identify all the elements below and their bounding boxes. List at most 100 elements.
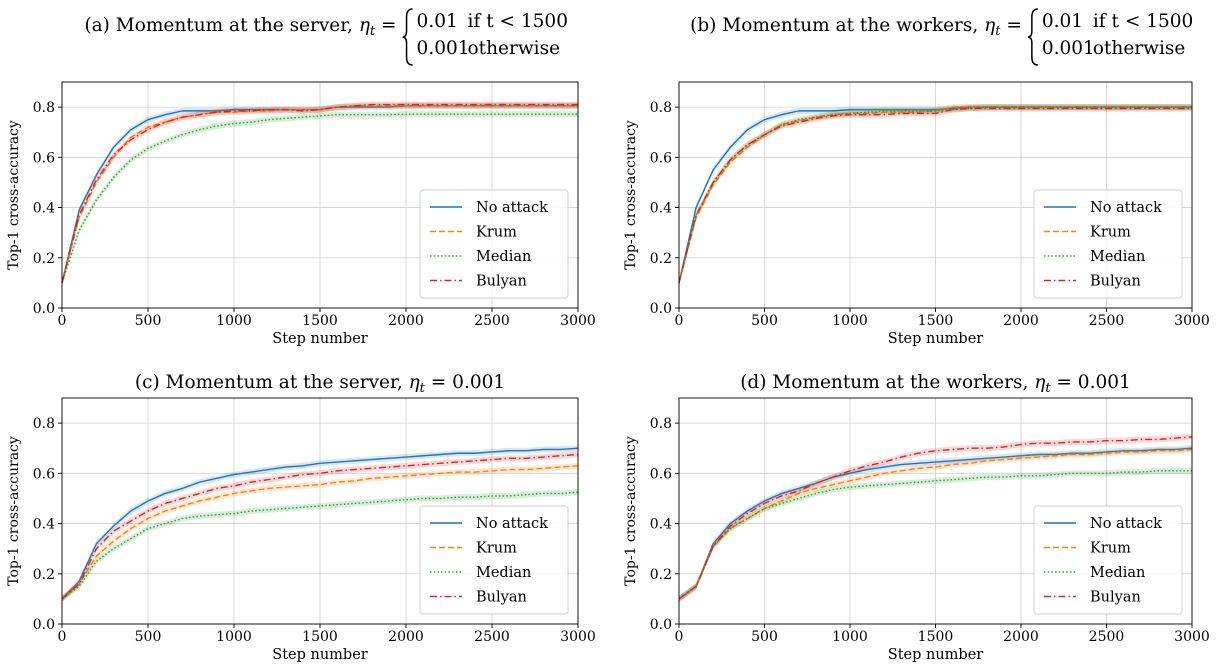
legend-box <box>419 505 569 615</box>
y-tick-label: 0.4 <box>33 201 55 217</box>
series-line-krum <box>61 105 578 284</box>
legend-label: No attack <box>476 516 548 532</box>
x-tick-label: 1500 <box>918 313 954 329</box>
legend-box <box>1033 189 1183 299</box>
y-axis-label: Top-1 cross-accuracy <box>623 436 639 586</box>
series-line-no-attack <box>61 105 578 284</box>
series-line-krum <box>61 465 579 600</box>
y-tick-label: 0.6 <box>650 150 672 166</box>
y-tick-label: 0.0 <box>650 301 672 317</box>
series-band-no-attack <box>679 445 1192 602</box>
legend: No attack Krum Median Bulyan <box>1033 189 1183 299</box>
series-line-krum <box>678 448 1193 600</box>
y-axis-label: Top-1 cross-accuracy <box>6 120 22 270</box>
x-tick-label: 3000 <box>560 313 596 329</box>
piecewise-condition: if t < 1500 <box>468 11 568 32</box>
legend-label: Median <box>476 249 531 265</box>
x-axis-label: Step number <box>888 647 984 663</box>
y-axis-label: Top-1 cross-accuracy <box>623 120 639 270</box>
piecewise-value: 0.01 <box>417 11 458 32</box>
y-tick-label: 0.8 <box>650 100 672 116</box>
legend-label: Median <box>476 565 531 581</box>
piecewise-brace <box>1027 8 1038 66</box>
y-axis-label: Top-1 cross-accuracy <box>6 436 22 586</box>
series-line-no-attack <box>61 447 579 600</box>
y-tick-label: 0.2 <box>33 567 55 583</box>
series-band-median <box>62 489 578 602</box>
y-tick-label: 0.2 <box>33 251 55 267</box>
piecewise-condition: if t < 1500 <box>1093 11 1193 32</box>
x-tick-label: 0 <box>675 313 684 329</box>
legend-label: Krum <box>476 541 517 557</box>
series-line-bulyan <box>678 107 1192 284</box>
x-tick-label: 1500 <box>302 629 338 645</box>
x-tick-label: 1000 <box>832 313 868 329</box>
y-tick-label: 0.4 <box>33 517 55 533</box>
legend: No attack Krum Median Bulyan <box>1033 505 1183 615</box>
subplot-c: 0 500 1000 1500 2000 2500 3000 0.0 0.2 0.4 0.6 0.8 S… <box>6 372 596 663</box>
legend-label: Bulyan <box>1090 590 1141 606</box>
subplot-d: 0 500 1000 1500 2000 2500 3000 0.0 0.2 0.4 0.6 0.8 S… <box>623 372 1210 663</box>
x-tick-label: 2500 <box>1089 629 1125 645</box>
x-axis-label: Step number <box>272 331 368 347</box>
series-line-median <box>61 491 579 600</box>
y-tick-label: 0.0 <box>33 617 55 633</box>
x-tick-label: 1000 <box>216 629 252 645</box>
piecewise-condition: otherwise <box>468 38 561 59</box>
x-tick-label: 2000 <box>1003 313 1039 329</box>
piecewise-brace <box>402 8 413 66</box>
y-tick-label: 0.2 <box>650 567 672 583</box>
y-tick-label: 0.0 <box>33 301 55 317</box>
x-tick-label: 2000 <box>388 313 424 329</box>
x-axis-label: Step number <box>888 331 984 347</box>
series-line-bulyan <box>61 453 579 600</box>
y-tick-label: 0.2 <box>650 251 672 267</box>
x-tick-label: 0 <box>675 629 684 645</box>
legend-box <box>1033 505 1183 615</box>
chart-title: (c) Momentum at the server, ηt = 0.001 <box>135 372 505 396</box>
y-tick-label: 0.8 <box>33 416 55 432</box>
y-tick-label: 0.8 <box>33 100 55 116</box>
x-tick-label: 0 <box>58 629 67 645</box>
legend-label: No attack <box>476 200 548 216</box>
x-tick-label: 3000 <box>560 629 596 645</box>
x-tick-label: 500 <box>751 313 778 329</box>
y-tick-label: 0.6 <box>33 466 55 482</box>
y-tick-label: 0.8 <box>650 416 672 432</box>
legend: No attack Krum Median Bulyan <box>419 505 569 615</box>
series-line-bulyan <box>678 436 1193 600</box>
x-tick-label: 2500 <box>1089 313 1125 329</box>
subplot-b: 0 500 1000 1500 2000 2500 3000 0.0 0.2 0.4 0.6 0.8 S… <box>623 8 1210 347</box>
series-line-no-attack <box>678 447 1193 600</box>
x-tick-label: 3000 <box>1174 629 1210 645</box>
legend-label: Bulyan <box>476 274 527 290</box>
legend-label: Krum <box>1090 541 1131 557</box>
legend-label: Krum <box>476 225 517 241</box>
y-tick-label: 0.0 <box>650 617 672 633</box>
x-tick-label: 2500 <box>474 313 510 329</box>
piecewise-condition: otherwise <box>1093 38 1186 59</box>
x-tick-label: 3000 <box>1174 313 1210 329</box>
x-tick-label: 500 <box>135 629 162 645</box>
y-tick-label: 0.4 <box>650 517 672 533</box>
subplot-a: 0 500 1000 1500 2000 2500 3000 0.0 0.2 0.4 0.6 0.8 S… <box>6 8 596 347</box>
series-line-median <box>61 113 578 284</box>
x-tick-label: 500 <box>135 313 162 329</box>
piecewise-value: 0.001 <box>417 38 470 59</box>
legend: No attack Krum Median Bulyan <box>419 189 569 299</box>
legend-box <box>419 189 569 299</box>
y-tick-label: 0.6 <box>33 150 55 166</box>
chart-title: (a) Momentum at the server, ηt = <box>84 15 396 39</box>
legend-label: Bulyan <box>1090 274 1141 290</box>
legend-label: Bulyan <box>476 590 527 606</box>
legend-label: Median <box>1090 565 1145 581</box>
legend-label: No attack <box>1090 516 1162 532</box>
x-tick-label: 2000 <box>388 629 424 645</box>
x-tick-label: 2000 <box>1003 629 1039 645</box>
series-line-median <box>678 470 1192 600</box>
x-tick-label: 1000 <box>832 629 868 645</box>
y-tick-label: 0.6 <box>650 466 672 482</box>
x-tick-label: 2500 <box>474 629 510 645</box>
x-tick-label: 500 <box>751 629 778 645</box>
